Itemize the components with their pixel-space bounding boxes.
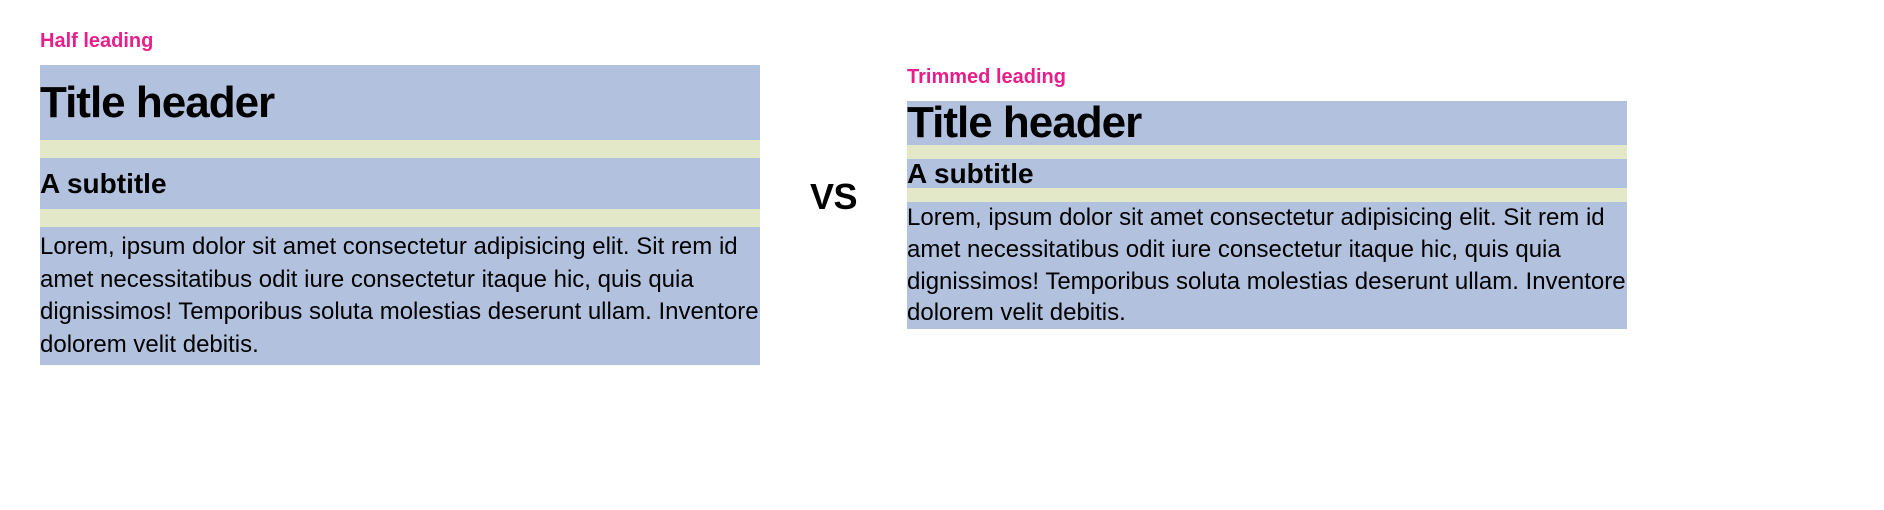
body-text: Lorem, ipsum dolor sit amet consectetur …	[907, 202, 1627, 329]
right-label: Trimmed leading	[907, 66, 1627, 89]
left-label: Half leading	[40, 30, 760, 53]
subtitle-text: A subtitle	[907, 159, 1627, 188]
trimmed-leading-block: Title header A subtitle Lorem, ipsum dol…	[907, 101, 1627, 329]
body-text: Lorem, ipsum dolor sit amet consectetur …	[40, 227, 760, 365]
leading-gap	[907, 145, 1627, 159]
vs-separator: VS	[810, 176, 857, 218]
leading-gap	[40, 209, 760, 227]
comparison-container: Half leading Title header A subtitle Lor…	[40, 30, 1844, 365]
title-text: Title header	[40, 65, 760, 140]
half-leading-block: Title header A subtitle Lorem, ipsum dol…	[40, 65, 760, 365]
leading-gap	[907, 188, 1627, 202]
leading-gap	[40, 140, 760, 158]
subtitle-text: A subtitle	[40, 158, 760, 209]
right-column: Trimmed leading Title header A subtitle …	[907, 66, 1627, 329]
title-text: Title header	[907, 101, 1627, 145]
left-column: Half leading Title header A subtitle Lor…	[40, 30, 760, 365]
